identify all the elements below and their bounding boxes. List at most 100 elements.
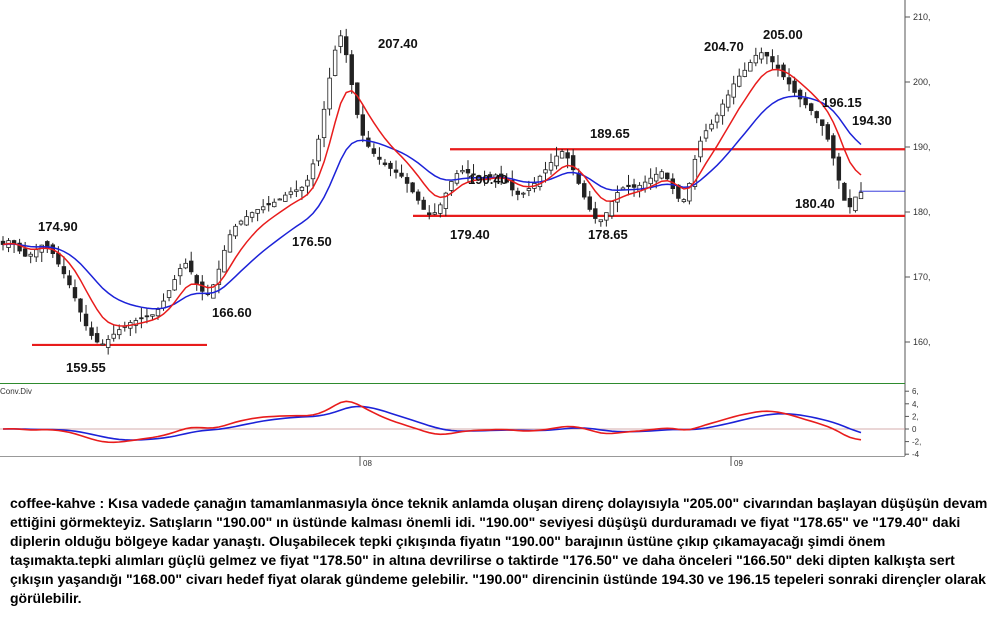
candle bbox=[797, 88, 803, 108]
candle bbox=[742, 62, 747, 78]
candle bbox=[338, 30, 343, 54]
candle bbox=[22, 241, 28, 257]
candle bbox=[244, 210, 249, 226]
candle bbox=[238, 219, 244, 226]
price-annotation: 190.40 bbox=[468, 172, 508, 187]
candle bbox=[17, 238, 22, 254]
price-annotation: 180.40 bbox=[795, 196, 835, 211]
candle bbox=[67, 270, 72, 289]
candle bbox=[200, 275, 205, 301]
candle bbox=[714, 112, 720, 129]
candle bbox=[72, 279, 78, 302]
candle bbox=[775, 55, 781, 77]
candle bbox=[764, 51, 770, 65]
candle bbox=[554, 146, 559, 170]
candle bbox=[410, 181, 415, 194]
price-annotation: 205.00 bbox=[763, 27, 803, 42]
candle bbox=[587, 190, 592, 212]
slow-moving-average-line bbox=[2, 95, 862, 310]
candle bbox=[11, 239, 17, 253]
candle bbox=[759, 47, 764, 64]
candle bbox=[255, 208, 260, 222]
candle bbox=[570, 149, 576, 176]
candle bbox=[808, 102, 814, 116]
candle bbox=[427, 205, 432, 220]
candle bbox=[343, 28, 349, 63]
candle bbox=[233, 223, 238, 239]
price-tick-label: 200, bbox=[913, 77, 931, 87]
candle bbox=[216, 260, 222, 294]
candle bbox=[100, 339, 105, 346]
candle bbox=[249, 211, 255, 223]
candle bbox=[128, 320, 133, 336]
candle bbox=[277, 198, 282, 201]
candle bbox=[89, 321, 94, 340]
candle bbox=[454, 170, 460, 186]
candle bbox=[703, 123, 709, 142]
support-resistance-levels bbox=[32, 148, 905, 347]
candle bbox=[139, 307, 144, 329]
candle bbox=[332, 45, 338, 77]
candle bbox=[0, 236, 6, 251]
candle bbox=[681, 198, 687, 204]
candle bbox=[105, 335, 111, 355]
candle bbox=[144, 308, 150, 324]
price-annotation: 194.30 bbox=[852, 113, 892, 128]
candle bbox=[388, 160, 393, 177]
candle bbox=[421, 196, 426, 210]
candle bbox=[371, 143, 377, 157]
oscillator-label: Conv.Div bbox=[0, 387, 32, 396]
candle bbox=[725, 89, 731, 112]
candle bbox=[260, 199, 266, 214]
oscillator-tick-label: 4, bbox=[912, 400, 919, 409]
candle bbox=[382, 158, 388, 167]
candle bbox=[831, 133, 836, 166]
candle bbox=[460, 165, 465, 175]
candle bbox=[183, 258, 188, 270]
candle bbox=[305, 174, 310, 196]
time-tick-label: 08 bbox=[363, 459, 372, 468]
candle bbox=[177, 263, 183, 285]
candle bbox=[465, 160, 471, 183]
price-chart: 174.90 159.55 166.60 176.50 207.40 190.40 179.… bbox=[0, 0, 931, 468]
price-chart-svg: 174.90 159.55 166.60 176.50 207.40 190.40 179.… bbox=[0, 0, 931, 468]
oscillator-tick-label: -2, bbox=[912, 438, 921, 447]
candle bbox=[432, 203, 437, 216]
candle bbox=[366, 130, 371, 149]
candle bbox=[737, 68, 742, 88]
candle bbox=[770, 49, 775, 70]
candle bbox=[548, 153, 554, 175]
oscillator-tick-label: 2, bbox=[912, 412, 919, 421]
candle bbox=[283, 191, 288, 202]
price-annotation: 207.40 bbox=[378, 36, 418, 51]
candle bbox=[404, 173, 410, 193]
price-annotation: 166.60 bbox=[212, 305, 252, 320]
candle bbox=[94, 326, 100, 344]
candle bbox=[227, 229, 233, 253]
candle bbox=[521, 191, 526, 198]
candle bbox=[316, 134, 321, 167]
candle bbox=[266, 195, 271, 212]
candle bbox=[858, 182, 864, 200]
candle bbox=[593, 201, 598, 224]
candle bbox=[327, 67, 332, 116]
candle bbox=[510, 170, 515, 197]
oscillator-panel: Conv.Div -4 -2, 0 2, 4, 6, bbox=[0, 387, 921, 459]
price-annotation: 189.65 bbox=[590, 126, 630, 141]
moving-averages bbox=[2, 68, 862, 327]
candle bbox=[399, 164, 404, 179]
candle bbox=[786, 68, 792, 92]
candlesticks bbox=[0, 28, 864, 355]
candle bbox=[825, 122, 830, 142]
candle bbox=[61, 256, 67, 279]
candle bbox=[820, 119, 825, 136]
candle bbox=[698, 136, 703, 163]
candle bbox=[294, 180, 299, 198]
candle bbox=[620, 186, 626, 190]
candle bbox=[393, 160, 399, 179]
oscillator-fast-line bbox=[2, 400, 862, 444]
candle bbox=[748, 59, 753, 72]
candle bbox=[272, 198, 277, 208]
candle bbox=[515, 187, 520, 201]
candle bbox=[803, 92, 808, 109]
